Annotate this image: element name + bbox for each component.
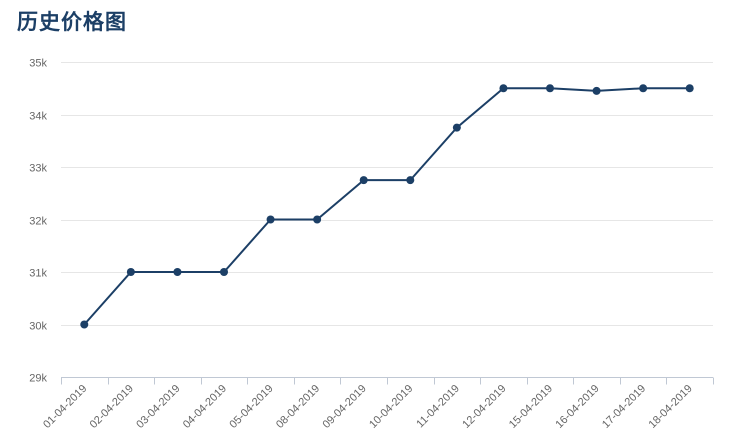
y-tick-label: 33k [29, 163, 47, 175]
x-axis [61, 377, 714, 385]
price-series [80, 84, 694, 329]
data-point[interactable] [639, 84, 648, 93]
x-tick-label: 15-04-2019 [507, 383, 555, 431]
data-point[interactable] [359, 176, 368, 185]
y-tick-label: 34k [29, 111, 47, 123]
x-tick-label: 10-04-2019 [367, 383, 415, 431]
x-tick-label: 12-04-2019 [460, 383, 508, 431]
y-tick-label: 29k [29, 373, 47, 385]
x-tick-label: 05-04-2019 [227, 383, 275, 431]
data-point[interactable] [126, 268, 135, 276]
x-tick-label: 16-04-2019 [553, 383, 601, 431]
x-tick-label: 11-04-2019 [414, 383, 462, 431]
data-point[interactable] [685, 84, 694, 93]
y-tick-label: 31k [29, 268, 47, 280]
data-point[interactable] [499, 84, 508, 93]
data-point[interactable] [266, 215, 275, 224]
data-point[interactable] [173, 268, 182, 276]
data-point[interactable] [546, 84, 554, 93]
data-point[interactable] [220, 268, 228, 276]
data-point[interactable] [80, 320, 89, 329]
chart-title: 历史价格图 [17, 10, 127, 34]
data-point[interactable] [406, 176, 415, 185]
x-tick-label: 02-04-2019 [88, 383, 136, 431]
grid-lines [61, 62, 713, 326]
y-tick-label: 32k [29, 216, 47, 228]
x-tick-label: 17-04-2019 [600, 383, 648, 431]
series-line [83, 87, 690, 326]
x-tick-label: 08-04-2019 [274, 383, 322, 431]
data-point[interactable] [592, 86, 601, 95]
y-tick-label: 35k [29, 58, 47, 70]
x-axis-tick-labels: 01-04-201902-04-201903-04-201904-04-2019… [41, 383, 695, 431]
data-point[interactable] [452, 123, 461, 132]
x-tick-label: 09-04-2019 [321, 383, 369, 431]
x-tick-label: 03-04-2019 [134, 383, 182, 431]
x-tick-label: 18-04-2019 [647, 383, 695, 431]
x-tick-label: 01-04-2019 [41, 383, 89, 431]
y-axis-tick-labels: 29k 30k 31k 32k 33k 34k 35k [29, 58, 47, 385]
x-tick-label: 04-04-2019 [181, 383, 229, 431]
y-tick-label: 30k [29, 321, 47, 333]
data-point[interactable] [313, 215, 322, 224]
